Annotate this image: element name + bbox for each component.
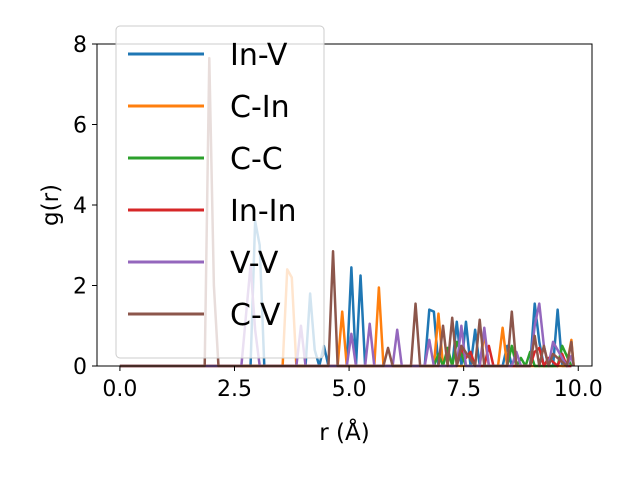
legend-label-c-in: C-In	[230, 90, 290, 125]
y-tick-label: 8	[73, 33, 87, 58]
legend: In-V C-In C-C In-In V-V C-V	[115, 25, 325, 359]
legend-label-in-v: In-V	[230, 38, 288, 73]
legend-label-c-v: C-V	[230, 298, 281, 333]
legend-label-in-in: In-In	[230, 194, 297, 229]
x-tick-label: 7.5	[446, 377, 481, 402]
y-tick-label: 4	[73, 194, 87, 219]
x-axis-label: r (Å)	[319, 418, 369, 446]
x-tick-label: 5.0	[332, 377, 367, 402]
legend-label-c-c: C-C	[230, 142, 283, 177]
y-axis-label: g(r)	[38, 184, 64, 226]
y-tick-label: 0	[73, 355, 87, 380]
tick-layer: 0.0 2.5 5.0 7.5 10.0 0 2 4 6 8	[73, 33, 603, 402]
y-tick-label: 6	[73, 114, 87, 139]
series-line-c-v	[119, 56, 575, 368]
x-tick-label: 2.5	[217, 377, 252, 402]
x-tick-label: 0.0	[102, 377, 137, 402]
legend-label-v-v: V-V	[230, 246, 279, 281]
legend-box	[115, 25, 325, 359]
x-tick-label: 10.0	[554, 377, 603, 402]
y-tick-label: 2	[73, 275, 87, 300]
